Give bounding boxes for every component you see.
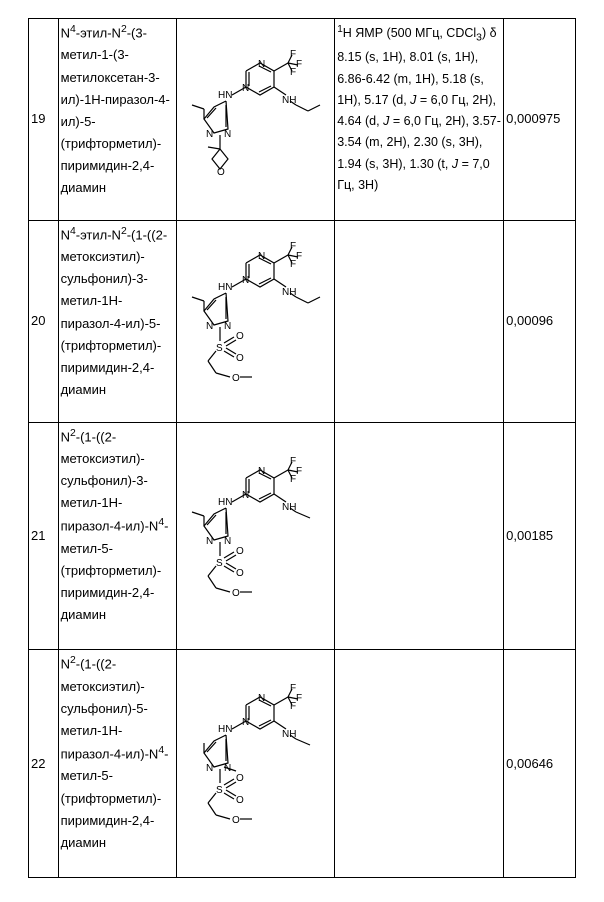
svg-text:HN: HN — [218, 282, 232, 293]
compound-name: N2-(1-((2-метоксиэтил)-сульфонил)-5-мети… — [58, 650, 176, 878]
svg-text:N: N — [224, 321, 231, 332]
compound-value: 0,000975 — [504, 19, 576, 221]
compound-structure: N N F F F NH HN N N S O O — [176, 220, 334, 422]
svg-text:N: N — [258, 693, 265, 704]
svg-text:O: O — [236, 546, 244, 557]
compound-id: 22 — [29, 650, 59, 878]
svg-text:N: N — [258, 59, 265, 70]
svg-text:O: O — [236, 795, 244, 806]
compound-nmr — [335, 650, 504, 878]
table-row: 19N4-этил-N2-(3-метил-1-(3-метилоксетан-… — [29, 19, 576, 221]
svg-text:S: S — [216, 785, 223, 796]
compound-structure: N N F F F NH HN N N S O O — [176, 422, 334, 650]
svg-text:N: N — [258, 466, 265, 477]
compound-value: 0,00096 — [504, 220, 576, 422]
svg-text:HN: HN — [218, 90, 232, 101]
compound-value: 0,00646 — [504, 650, 576, 878]
table-body: 19N4-этил-N2-(3-метил-1-(3-метилоксетан-… — [29, 19, 576, 878]
svg-text:N: N — [224, 129, 231, 140]
compound-nmr — [335, 220, 504, 422]
compound-id: 20 — [29, 220, 59, 422]
svg-text:N: N — [206, 763, 213, 774]
table-row: 20N4-этил-N2-(1-((2-метоксиэтил)-сульфон… — [29, 220, 576, 422]
compound-structure: N N F F F NH HN N N S O O — [176, 650, 334, 878]
svg-text:O: O — [236, 331, 244, 342]
svg-text:S: S — [216, 343, 223, 354]
compound-id: 21 — [29, 422, 59, 650]
svg-text:N: N — [258, 251, 265, 262]
svg-text:O: O — [217, 167, 225, 178]
svg-text:N: N — [224, 536, 231, 547]
compound-structure: N N F F F NH HN N N O — [176, 19, 334, 221]
compound-name: N2-(1-((2-метоксиэтил)-сульфонил)-3-мети… — [58, 422, 176, 650]
svg-text:O: O — [236, 568, 244, 579]
svg-text:O: O — [232, 588, 240, 599]
compound-id: 19 — [29, 19, 59, 221]
svg-text:O: O — [236, 353, 244, 364]
compound-table: 19N4-этил-N2-(3-метил-1-(3-метилоксетан-… — [28, 18, 576, 878]
compound-value: 0,00185 — [504, 422, 576, 650]
compound-name: N4-этил-N2-(1-((2-метоксиэтил)-сульфонил… — [58, 220, 176, 422]
compound-name: N4-этил-N2-(3-метил-1-(3-метилоксетан-3-… — [58, 19, 176, 221]
compound-nmr: 1H ЯМР (500 МГц, CDCl3) δ 8.15 (s, 1H), … — [335, 19, 504, 221]
svg-text:O: O — [236, 773, 244, 784]
page: 19N4-этил-N2-(3-метил-1-(3-метилоксетан-… — [0, 0, 604, 902]
svg-text:HN: HN — [218, 497, 232, 508]
svg-text:O: O — [232, 373, 240, 384]
svg-text:N: N — [206, 321, 213, 332]
svg-text:HN: HN — [218, 724, 232, 735]
svg-text:N: N — [206, 536, 213, 547]
table-row: 22N2-(1-((2-метоксиэтил)-сульфонил)-5-ме… — [29, 650, 576, 878]
svg-text:S: S — [216, 558, 223, 569]
svg-text:N: N — [206, 129, 213, 140]
compound-nmr — [335, 422, 504, 650]
table-row: 21N2-(1-((2-метоксиэтил)-сульфонил)-3-ме… — [29, 422, 576, 650]
svg-text:O: O — [232, 815, 240, 826]
